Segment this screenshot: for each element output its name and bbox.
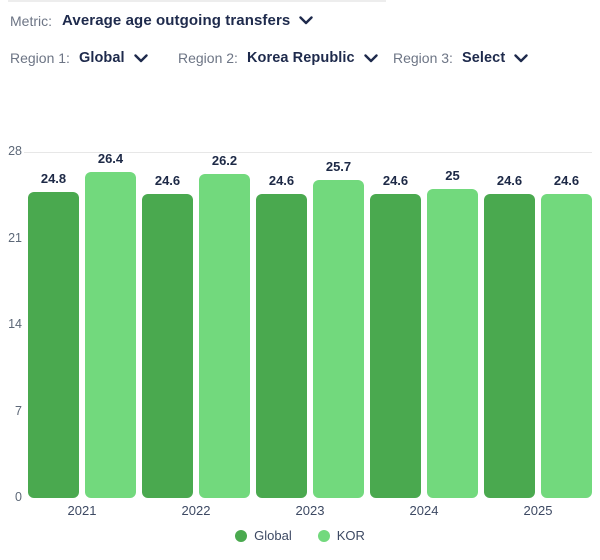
bar-value-kor-2022: 26.2 <box>211 153 238 169</box>
x-axis-label-2022: 2022 <box>181 503 211 518</box>
bar-value-kor-2025: 24.6 <box>553 173 580 188</box>
metric-dropdown[interactable]: Average age outgoing transfers <box>62 12 314 29</box>
chevron-down-icon <box>364 53 378 62</box>
chart-legend: Global KOR <box>0 528 600 543</box>
region-3-dropdown[interactable]: Select <box>462 50 528 66</box>
bar-kor-2022[interactable] <box>199 174 250 498</box>
bar-value-kor-2023: 25.7 <box>325 159 352 175</box>
bar-value-global-2021: 24.8 <box>40 170 67 186</box>
x-axis-label-2024: 2024 <box>409 503 439 518</box>
x-axis-label-2025: 2025 <box>523 503 553 518</box>
legend-dot-global <box>235 529 248 542</box>
region-1-value: Global <box>78 50 125 66</box>
legend-item-global[interactable]: Global <box>235 528 292 543</box>
x-axis-label-2021: 2021 <box>67 503 97 518</box>
y-axis-tick-21: 21 <box>8 230 22 245</box>
x-axis-label-2023: 2023 <box>295 503 325 518</box>
region-3-value: Select <box>461 50 506 66</box>
cropped-top-element <box>8 0 386 2</box>
metric-label: Metric: <box>10 12 52 29</box>
region-2-label: Region 2: <box>178 50 238 66</box>
region-2-dropdown[interactable]: Korea Republic <box>247 50 378 66</box>
region-2-value: Korea Republic <box>246 50 355 66</box>
bar-kor-2021[interactable] <box>85 171 136 498</box>
bar-value-kor-2024: 25 <box>445 168 460 184</box>
bar-kor-2023[interactable] <box>313 180 364 498</box>
bar-global-2024[interactable] <box>370 194 421 498</box>
region-2-group: Region 2: Korea Republic <box>178 50 378 66</box>
chevron-down-icon <box>299 16 314 25</box>
legend-item-kor[interactable]: KOR <box>317 528 365 543</box>
bar-global-2025[interactable] <box>484 194 535 498</box>
bar-global-2022[interactable] <box>142 194 193 498</box>
region-1-group: Region 1: Global <box>10 50 148 66</box>
chevron-down-icon <box>133 53 148 62</box>
gridline-28 <box>24 152 592 153</box>
regions-row: Region 1: Global Region 2: Korea Republi… <box>0 50 600 70</box>
bar-value-global-2024: 24.6 <box>382 173 409 188</box>
legend-label-kor: KOR <box>336 528 365 543</box>
bar-value-global-2023: 24.6 <box>268 173 295 188</box>
legend-label-global: Global <box>254 528 292 543</box>
y-axis-tick-7: 7 <box>15 403 22 418</box>
region-1-label: Region 1: <box>10 50 70 66</box>
region-3-group: Region 3: Select <box>393 50 528 66</box>
legend-dot-kor <box>317 529 330 542</box>
bar-value-global-2025: 24.6 <box>496 173 523 188</box>
y-axis-tick-28: 28 <box>8 144 22 158</box>
bar-kor-2024[interactable] <box>427 189 478 498</box>
metric-row: Metric: Average age outgoing transfers <box>10 12 314 29</box>
bar-global-2023[interactable] <box>256 194 307 498</box>
bar-global-2021[interactable] <box>28 191 79 498</box>
bar-value-kor-2021: 26.4 <box>97 150 124 166</box>
y-axis-tick-0: 0 <box>15 490 22 504</box>
region-3-label: Region 3: <box>393 50 453 66</box>
y-axis-tick-14: 14 <box>8 317 22 331</box>
chevron-down-icon <box>514 53 528 62</box>
bar-kor-2025[interactable] <box>541 194 592 498</box>
region-1-dropdown[interactable]: Global <box>79 50 148 66</box>
bar-value-global-2022: 24.6 <box>154 173 181 188</box>
metric-value: Average age outgoing transfers <box>62 12 291 29</box>
